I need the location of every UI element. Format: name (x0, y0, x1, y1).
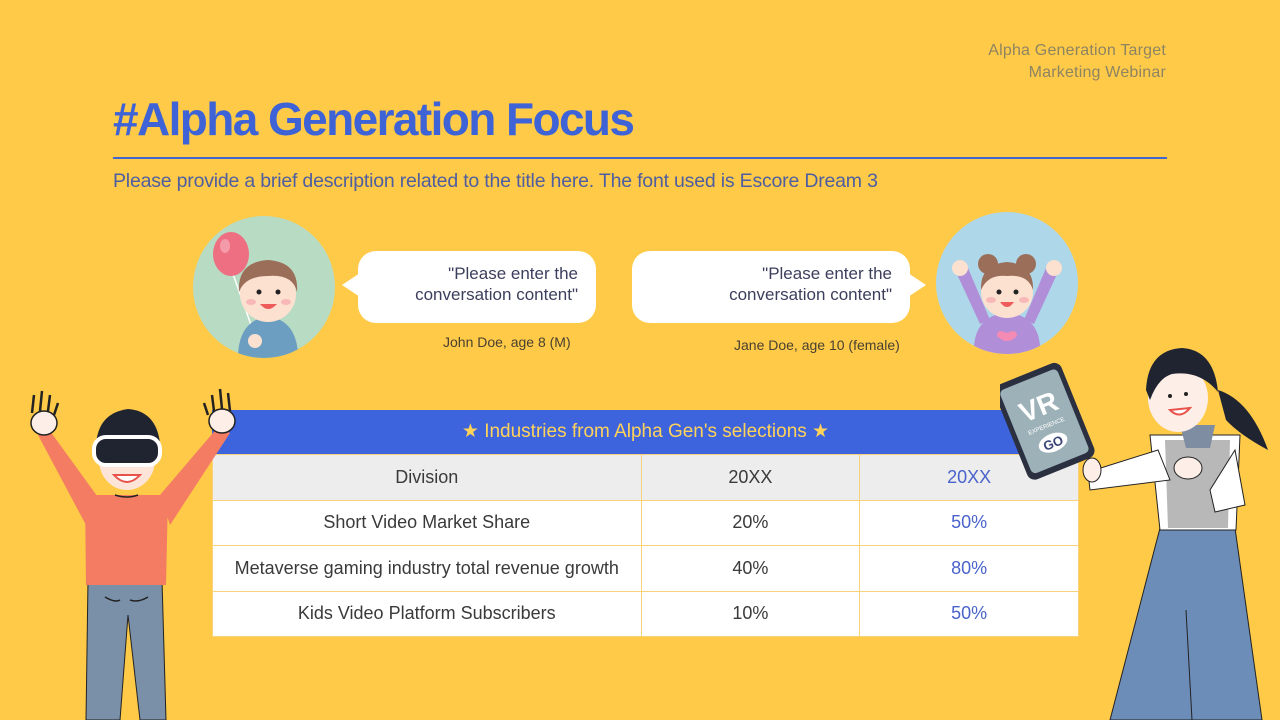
table-row: Kids Video Platform Subscribers 10% 50% (212, 590, 1079, 637)
girl-arms-up-icon (936, 212, 1078, 354)
boy-with-balloon-icon (193, 216, 335, 358)
header-division: Division (212, 454, 642, 501)
table-row: Short Video Market Share 20% 50% (212, 499, 1079, 546)
quote-line1: "Please enter the (448, 264, 578, 283)
speaker-jane: Jane Doe, age 10 (female) (734, 337, 900, 353)
data-table: Division 20XX 20XX Short Video Market Sh… (212, 454, 1079, 637)
table-row: Metaverse gaming industry total revenue … (212, 545, 1079, 592)
header-year-1: 20XX (640, 454, 861, 501)
speaker-john: John Doe, age 8 (M) (443, 334, 571, 350)
table-banner: ★ Industries from Alpha Gen's selections… (212, 410, 1079, 454)
quote-bubble-john: "Please enter the conversation content" (342, 251, 596, 323)
page-title: #Alpha Generation Focus (113, 93, 635, 145)
row-value-1: 20% (640, 499, 861, 546)
woman-holding-vr-tablet-illustration: VR EXPERIENCE GO (1000, 340, 1280, 720)
row-value-2: 50% (859, 590, 1079, 637)
row-division: Metaverse gaming industry total revenue … (212, 545, 642, 592)
table-header-row: Division 20XX 20XX (212, 454, 1079, 501)
row-division: Short Video Market Share (212, 499, 642, 546)
row-value-1: 10% (640, 590, 861, 637)
page-subtitle: Please provide a brief description relat… (113, 170, 878, 192)
bubble-tail (342, 273, 360, 297)
quote-line2: conversation content" (729, 285, 892, 304)
svg-text:GO: GO (1041, 432, 1065, 453)
webinar-label-line1: Alpha Generation Target (988, 42, 1166, 59)
title-divider (113, 157, 1167, 159)
industries-table: ★ Industries from Alpha Gen's selections… (212, 410, 1079, 637)
row-value-1: 40% (640, 545, 861, 592)
quote-bubble-jane: "Please enter the conversation content" (632, 251, 926, 323)
row-value-2: 50% (859, 499, 1079, 546)
quote-line1: "Please enter the (762, 264, 892, 283)
boy-vr-headset-illustration (20, 385, 250, 720)
quote-line2: conversation content" (415, 285, 578, 304)
webinar-label: Alpha Generation Target Marketing Webina… (988, 40, 1166, 84)
webinar-label-line2: Marketing Webinar (1028, 64, 1166, 81)
row-division: Kids Video Platform Subscribers (212, 590, 642, 637)
row-value-2: 80% (859, 545, 1079, 592)
bubble-tail (908, 273, 926, 297)
